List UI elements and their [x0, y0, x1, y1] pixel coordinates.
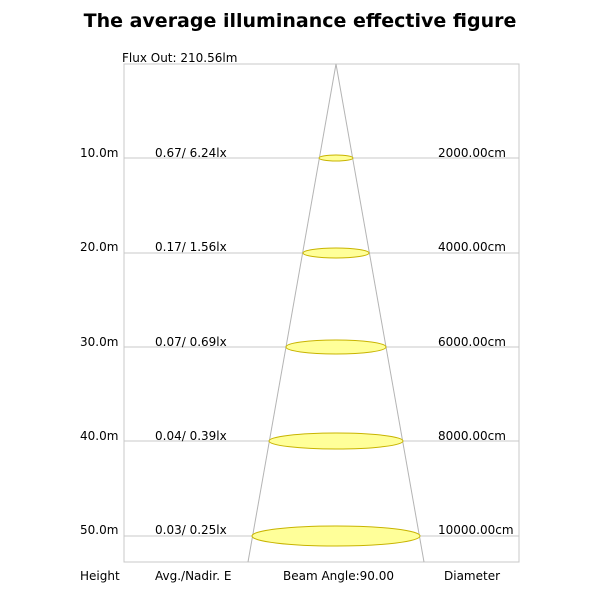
diameter-column-label: Diameter: [444, 569, 501, 583]
illuminance-column-label: Avg./Nadir. E: [155, 569, 232, 583]
height-label: 20.0m: [80, 240, 119, 254]
diagram-frame: [123, 63, 520, 563]
flux-out-label: Flux Out: 210.56lm: [122, 51, 238, 65]
height-label: 40.0m: [80, 429, 119, 443]
diameter-label: 2000.00cm: [438, 146, 506, 160]
height-label: 30.0m: [80, 335, 119, 349]
light-spot-10m: [318, 154, 354, 162]
diameter-label: 4000.00cm: [438, 240, 506, 254]
beam-angle-label: Beam Angle:90.00: [283, 569, 395, 583]
illuminance-label: 0.07/ 0.69lx: [155, 335, 227, 349]
illuminance-label: 0.04/ 0.39lx: [155, 429, 227, 443]
light-spot-40m: [268, 432, 404, 450]
illuminance-label: 0.17/ 1.56lx: [155, 240, 227, 254]
illuminance-label: 0.67/ 6.24lx: [155, 146, 227, 160]
diameter-label: 8000.00cm: [438, 429, 506, 443]
light-spot-20m: [302, 247, 370, 259]
height-label: 10.0m: [80, 146, 119, 160]
illuminance-label: 0.03/ 0.25lx: [155, 523, 227, 537]
chart-title: The average illuminance effective figure: [83, 10, 517, 32]
beam-edge-left: [247, 63, 337, 563]
diameter-label: 6000.00cm: [438, 335, 506, 349]
height-column-label: Height: [80, 569, 120, 583]
beam-edge-right: [335, 63, 425, 563]
light-spot-30m: [285, 339, 387, 355]
light-spot-50m: [251, 525, 421, 547]
diameter-label: 10000.00cm: [438, 523, 514, 537]
height-label: 50.0m: [80, 523, 119, 537]
